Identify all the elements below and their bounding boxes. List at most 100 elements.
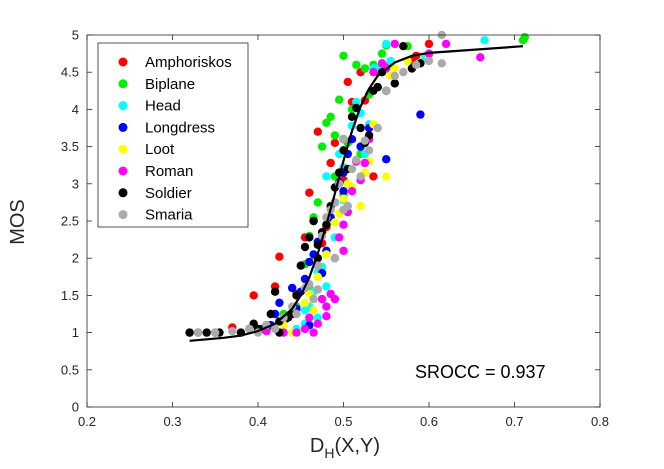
x-tick-label-6: 0.8 — [591, 414, 609, 429]
point-smaria-29 — [399, 68, 408, 77]
point-soldier-32 — [373, 82, 382, 92]
point-amphoriskos-8 — [305, 188, 314, 197]
point-smaria-1 — [211, 328, 220, 337]
legend-label-biplane: Biplane — [145, 76, 195, 93]
point-smaria-35 — [313, 261, 322, 270]
point-smaria-31 — [424, 56, 434, 66]
legend-item-amphoriskos: Amphoriskos — [118, 54, 232, 71]
legend-label-soldier: Soldier — [145, 185, 192, 202]
legend-marker-longdress — [118, 122, 128, 132]
point-smaria-23 — [356, 172, 365, 181]
point-longdress-23 — [416, 110, 425, 119]
legend-marker-soldier — [118, 188, 128, 198]
x-tick-label-0: 0.2 — [78, 414, 96, 429]
point-roman-25 — [322, 312, 331, 321]
point-loot-10 — [330, 218, 340, 227]
point-longdress-8 — [305, 257, 314, 267]
point-roman-6 — [317, 294, 327, 304]
point-loot-20 — [390, 64, 399, 73]
legend-marker-biplane — [118, 79, 128, 89]
legend-item-soldier: Soldier — [118, 185, 192, 202]
point-loot-5 — [300, 298, 310, 307]
tick-labels: 0.2 0.3 0.4 0.5 0.6 0.7 0.8 0 0.5 1 1.5 2 2.5 3 3.5 4 4.… — [61, 28, 609, 430]
y-axis-label: MOS — [7, 199, 29, 245]
legend-marker-head — [118, 101, 128, 111]
data-points — [185, 30, 529, 337]
legend-item-smaria: Smaria — [118, 207, 193, 224]
point-smaria-12 — [309, 294, 318, 304]
point-longdress-26 — [339, 187, 348, 196]
point-smaria-30 — [412, 60, 421, 69]
series-smaria — [193, 30, 446, 337]
y-tick-label-3: 1.5 — [61, 288, 79, 303]
legend-item-biplane: Biplane — [118, 76, 195, 93]
point-soldier-28 — [356, 123, 365, 133]
point-biplane-5 — [313, 198, 322, 207]
point-loot-14 — [356, 201, 365, 211]
point-loot-8 — [322, 250, 331, 259]
point-head-21 — [382, 39, 391, 49]
x-axis-label-args: (X,Y) — [335, 435, 381, 457]
point-roman-27 — [305, 313, 314, 322]
legend-label-smaria: Smaria — [145, 207, 193, 224]
fit-curve-layer — [189, 45, 524, 342]
point-amphoriskos-14 — [343, 77, 352, 87]
point-smaria-20 — [343, 201, 352, 211]
point-smaria-0 — [193, 328, 203, 337]
legend-item-roman: Roman — [118, 163, 193, 180]
point-soldier-17 — [309, 216, 318, 226]
legend-label-loot: Loot — [145, 141, 175, 158]
y-tick-label-6: 3 — [72, 176, 79, 191]
legend-item-longdress: Longdress — [118, 119, 215, 136]
point-head-25 — [313, 313, 322, 322]
point-biplane-14 — [352, 60, 361, 69]
point-roman-10 — [335, 233, 344, 242]
legend-marker-smaria — [118, 210, 128, 220]
point-smaria-21 — [347, 164, 357, 174]
point-smaria-6 — [270, 324, 280, 334]
point-smaria-3 — [245, 324, 254, 334]
legend-marker-loot — [118, 144, 128, 154]
point-roman-7 — [322, 302, 331, 311]
point-biplane-8 — [326, 112, 335, 122]
legend-marker-amphoriskos — [118, 57, 128, 67]
point-biplane-11 — [339, 51, 348, 60]
point-amphoriskos-13 — [330, 138, 340, 148]
point-biplane-16 — [360, 64, 370, 73]
point-loot-12 — [339, 194, 348, 203]
point-roman-28 — [339, 246, 348, 255]
y-tick-label-9: 4.5 — [61, 65, 79, 80]
point-longdress-22 — [382, 155, 391, 164]
point-roman-5 — [313, 319, 322, 328]
x-axis-label: DH(X,Y) — [310, 435, 380, 461]
point-roman-4 — [309, 328, 318, 337]
point-loot-18 — [382, 172, 391, 181]
point-smaria-13 — [313, 285, 322, 294]
point-soldier-15 — [300, 242, 310, 252]
point-soldier-0 — [185, 328, 194, 337]
point-head-28 — [300, 306, 310, 315]
y-tick-label-5: 2.5 — [61, 214, 79, 229]
y-tick-label-0: 0 — [72, 400, 79, 415]
point-biplane-23 — [520, 33, 529, 42]
point-amphoriskos-5 — [275, 252, 284, 261]
legend-marker-roman — [118, 166, 128, 176]
point-smaria-2 — [228, 326, 237, 336]
point-longdress-3 — [275, 298, 284, 307]
point-roman-3 — [300, 324, 310, 334]
legend-label-amphoriskos: Amphoriskos — [145, 54, 232, 71]
legend-label-head: Head — [145, 98, 181, 115]
legend-label-roman: Roman — [145, 163, 193, 180]
point-biplane-6 — [317, 142, 327, 151]
point-loot-24 — [309, 306, 318, 315]
point-roman-24 — [476, 53, 485, 62]
point-amphoriskos-23 — [424, 39, 434, 49]
x-tick-label-3: 0.5 — [334, 414, 352, 429]
x-tick-label-2: 0.4 — [249, 414, 267, 429]
point-biplane-19 — [377, 49, 387, 58]
point-smaria-9 — [292, 309, 301, 319]
y-tick-label-1: 0.5 — [61, 362, 79, 377]
point-roman-11 — [339, 220, 348, 229]
point-smaria-34 — [330, 254, 340, 263]
point-roman-13 — [347, 187, 357, 196]
